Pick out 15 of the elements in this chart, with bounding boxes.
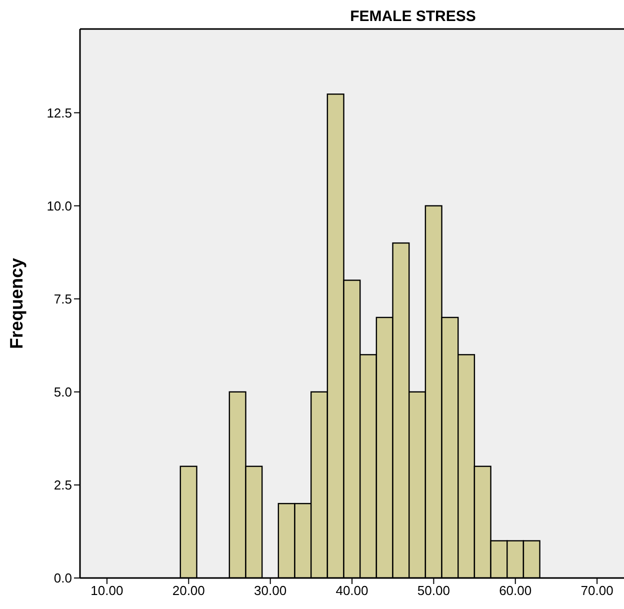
y-tick-label: 2.5 [54, 478, 72, 493]
x-tick-label: 10.00 [90, 583, 124, 598]
x-tick-label: 20.00 [172, 583, 205, 598]
x-tick-label: 50.00 [417, 583, 450, 598]
x-tick-label: 40.00 [336, 583, 368, 598]
y-tick-label: 0.0 [54, 570, 72, 586]
x-tick-label: 70.00 [580, 583, 614, 598]
y-tick-label: 10.0 [46, 198, 72, 214]
x-tick-label: 30.00 [254, 583, 287, 598]
y-tick-label: 5.0 [54, 384, 72, 400]
y-tick-label: 12.5 [46, 105, 72, 120]
x-tick-label: 60.00 [499, 583, 532, 598]
chart-title: FEMALE STRESS [349, 8, 477, 25]
y-tick-label: 7.5 [54, 291, 72, 306]
y-axis-title: Frequency [6, 258, 26, 350]
